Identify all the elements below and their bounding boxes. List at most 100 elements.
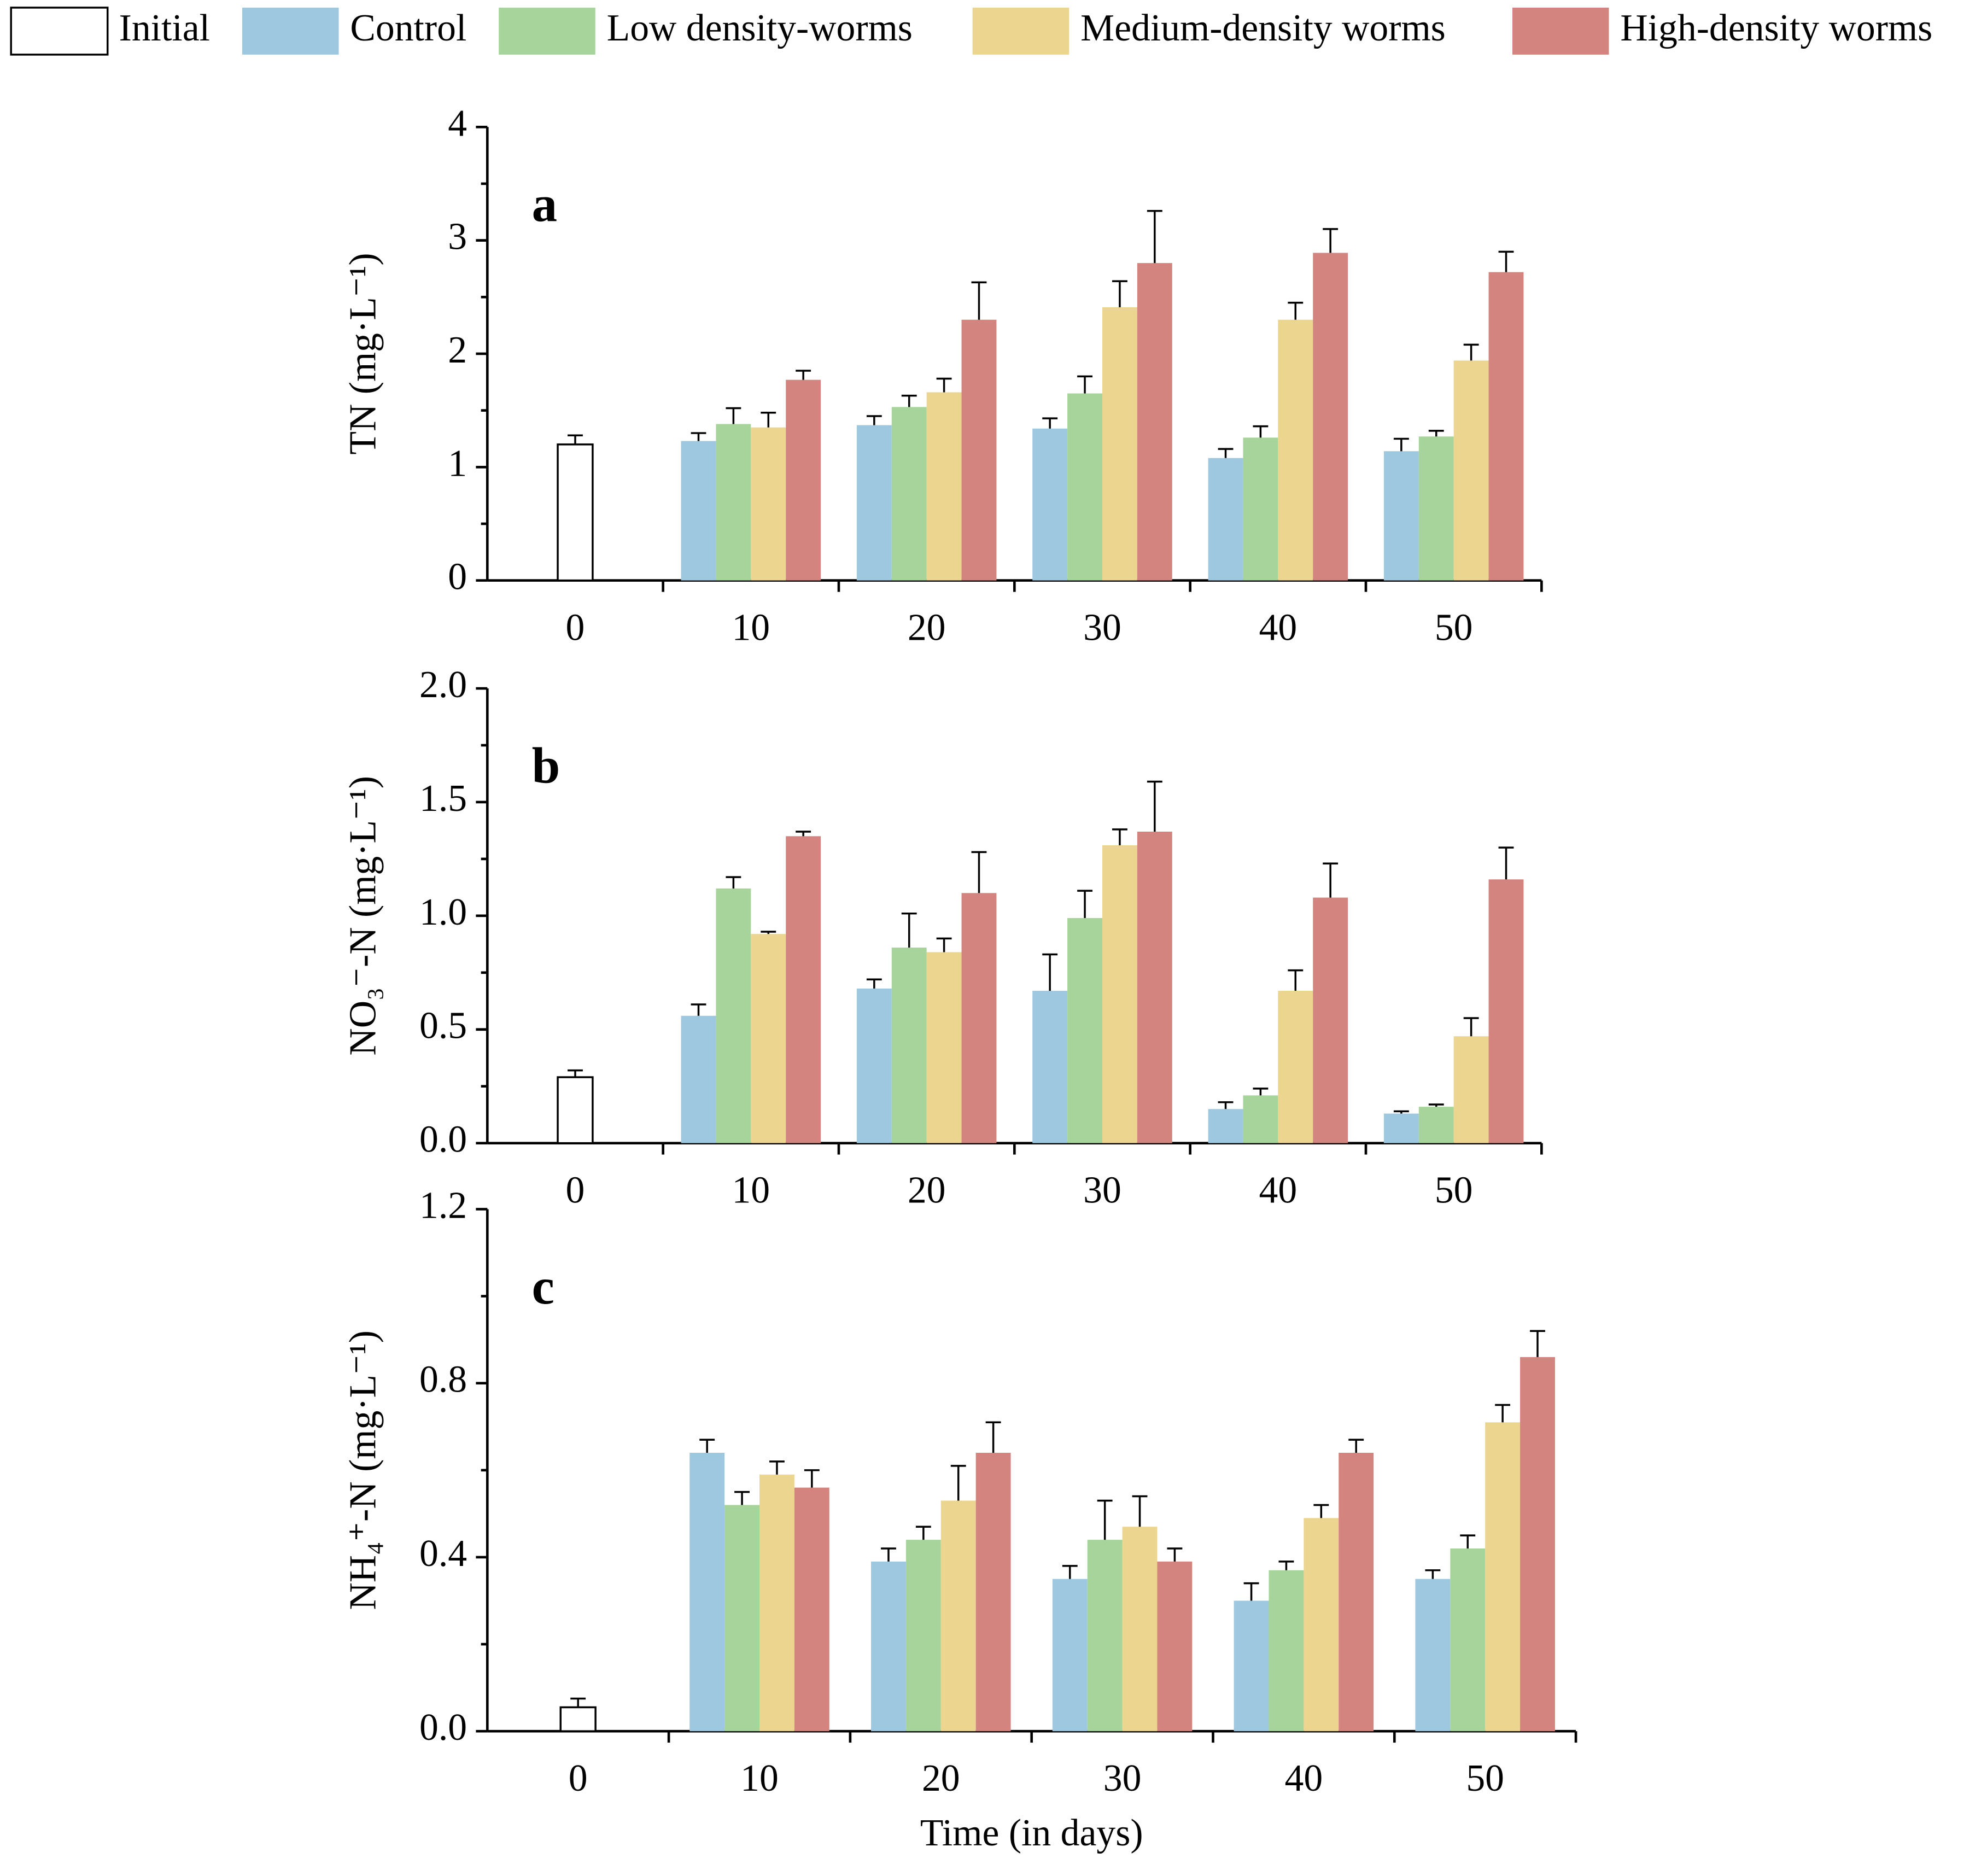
y-tick-label: 2 xyxy=(448,329,467,371)
x-tick-label: 30 xyxy=(1103,1757,1142,1799)
bar xyxy=(751,427,786,581)
bar xyxy=(1383,1113,1419,1143)
y-tick-label: 1.2 xyxy=(419,1184,467,1226)
y-axis-title: NO₃⁻-N (mg·L⁻¹) xyxy=(342,776,384,1055)
error-bar xyxy=(1112,280,1127,307)
error-bar xyxy=(1393,1110,1409,1114)
legend-label: High-density worms xyxy=(1620,7,1932,49)
bar xyxy=(1313,897,1348,1143)
bar xyxy=(1485,1422,1521,1732)
error-bar xyxy=(1147,780,1162,832)
x-tick-label: 50 xyxy=(1435,1170,1473,1212)
legend-swatch xyxy=(499,7,595,55)
error-bar xyxy=(769,1460,785,1475)
error-bar xyxy=(1428,1103,1444,1107)
bar xyxy=(716,888,751,1143)
legend-swatch xyxy=(10,7,109,56)
bar xyxy=(1453,1036,1489,1143)
y-tick-label: 1.0 xyxy=(419,891,467,933)
error-bar xyxy=(1288,969,1304,991)
bar xyxy=(1243,437,1278,581)
x-tick-label: 40 xyxy=(1259,1170,1298,1212)
x-tick-label: 40 xyxy=(1259,606,1298,648)
bar xyxy=(716,424,751,581)
error-bar xyxy=(1042,953,1058,991)
error-bar xyxy=(1243,1582,1259,1601)
error-bar xyxy=(936,377,952,393)
error-bar xyxy=(570,1697,586,1708)
bar xyxy=(786,836,821,1143)
y-tick-label: 0 xyxy=(448,556,467,598)
bar xyxy=(961,893,997,1143)
bar xyxy=(1520,1357,1555,1732)
bar xyxy=(1278,319,1313,581)
error-bar xyxy=(1428,430,1444,437)
bar xyxy=(751,934,786,1143)
bar xyxy=(1313,253,1348,581)
x-tick-label: 30 xyxy=(1083,1170,1121,1212)
error-bar xyxy=(1288,301,1304,320)
error-bar xyxy=(881,1547,896,1562)
panel-label: b xyxy=(532,738,560,794)
x-tick-label: 10 xyxy=(740,1757,779,1799)
error-bar xyxy=(901,912,917,948)
error-bar xyxy=(1498,846,1514,880)
bar xyxy=(1032,991,1068,1143)
bar xyxy=(794,1487,829,1732)
legend-label: Medium-density worms xyxy=(1080,7,1446,49)
bar xyxy=(681,441,716,581)
error-bar xyxy=(1218,448,1234,458)
error-bar xyxy=(950,1465,966,1501)
x-tick-label: 30 xyxy=(1083,606,1121,648)
error-bar xyxy=(1218,1101,1234,1109)
x-axis-title: Time (in days) xyxy=(920,1812,1143,1854)
error-bar xyxy=(1348,1439,1364,1453)
y-tick-label: 0.4 xyxy=(419,1533,467,1575)
error-bar xyxy=(971,851,987,893)
bar xyxy=(724,1505,759,1732)
x-tick-label: 0 xyxy=(569,1757,588,1799)
bar xyxy=(1453,360,1489,581)
error-bar xyxy=(726,407,741,424)
bar xyxy=(759,1474,794,1732)
bar xyxy=(856,425,892,581)
bar xyxy=(871,1561,906,1732)
legend-swatch xyxy=(972,7,1070,55)
error-bar xyxy=(1147,209,1162,264)
error-bar xyxy=(1323,228,1339,253)
bar xyxy=(557,1076,594,1144)
bar xyxy=(1488,879,1524,1143)
bar xyxy=(557,443,594,582)
bar xyxy=(940,1500,976,1732)
bar xyxy=(1450,1548,1486,1732)
error-bar xyxy=(985,1421,1001,1453)
y-tick-label: 0.8 xyxy=(419,1359,467,1401)
bar xyxy=(1137,263,1172,581)
error-bar xyxy=(1253,425,1269,438)
error-bar xyxy=(971,281,987,320)
bar xyxy=(1339,1452,1374,1732)
error-bar xyxy=(691,432,706,441)
y-tick-label: 1.5 xyxy=(419,778,467,820)
error-bar xyxy=(1042,417,1058,429)
x-tick-label: 50 xyxy=(1435,606,1473,648)
error-bar xyxy=(796,370,811,380)
bar xyxy=(1269,1570,1304,1732)
error-bar xyxy=(1495,1404,1511,1423)
error-bar xyxy=(1393,437,1409,452)
bar xyxy=(1415,1579,1451,1732)
error-bar xyxy=(761,412,776,428)
y-tick-label: 1 xyxy=(448,442,467,484)
error-bar xyxy=(1313,1504,1329,1518)
panel-label: a xyxy=(532,177,557,233)
bar xyxy=(1418,1107,1454,1143)
panel-label: c xyxy=(532,1259,554,1315)
bar xyxy=(1102,845,1137,1143)
error-bar xyxy=(866,415,882,425)
error-bar xyxy=(1077,890,1092,919)
legend-label: Control xyxy=(350,7,466,49)
error-bar xyxy=(1062,1565,1078,1579)
error-bar xyxy=(726,876,741,889)
bar xyxy=(786,379,821,581)
error-bar xyxy=(1132,1495,1148,1527)
